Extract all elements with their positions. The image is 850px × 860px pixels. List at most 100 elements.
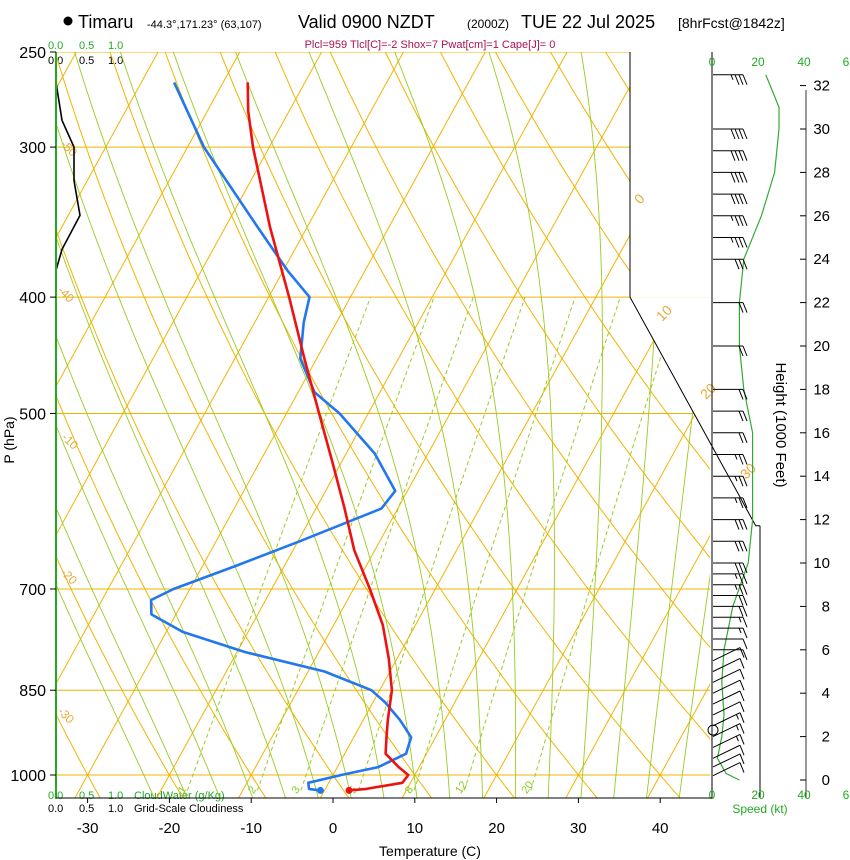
dry-adiabat (219, 52, 681, 798)
speed-tick-label-top: 20 (751, 55, 765, 69)
wind-barb-flag (742, 389, 748, 400)
pressure-tick-label: 500 (19, 407, 46, 424)
wind-barb-flag (738, 519, 744, 530)
wind-barb-half-flag (730, 215, 734, 221)
moist-adiabat (56, 334, 254, 798)
wind-barb-half-flag (734, 497, 738, 504)
wind-barb-flag (739, 753, 745, 765)
wind-barb-flag (739, 712, 745, 723)
x-tick-label: 0 (329, 820, 337, 837)
isotherm-line (565, 534, 710, 798)
speed-tick-label-bottom: 0 (709, 788, 716, 802)
wind-barb-flag (742, 432, 748, 443)
wind-barb-half-flag (734, 454, 738, 460)
dry-adiabat (384, 52, 710, 559)
wind-barb-flag (742, 128, 748, 140)
dry-adiabat (164, 52, 598, 798)
speed-axis-title: Speed (kt) (732, 802, 787, 816)
wind-barb-half-flag (734, 476, 738, 482)
wind-barb-half-flag (734, 573, 738, 580)
wind-barb-flag (734, 172, 740, 183)
wind-barb-flag (738, 454, 744, 465)
x-tick-label: 20 (488, 820, 505, 837)
height-tick-label: 4 (822, 685, 830, 702)
wind-barb-flag (738, 541, 744, 552)
height-tick-label: 32 (813, 78, 830, 95)
wind-barb-flag (742, 410, 748, 422)
wind-barb-flag (734, 150, 740, 161)
height-axis-title: Height (1000 Feet) (772, 362, 789, 487)
mixing-ratio-line (530, 296, 680, 791)
wind-barb-flag (742, 627, 748, 639)
lower-right-mask (630, 297, 712, 801)
isotherm-label: -10 (59, 430, 81, 452)
mixing-ratio-label: 12 (453, 779, 470, 796)
valid-time: Valid 0900 NZDT (298, 12, 435, 32)
wind-barb-flag (742, 345, 748, 357)
wind-barb-flag (738, 410, 744, 422)
isotherm-line (74, 52, 486, 798)
moist-adiabat (580, 52, 603, 798)
wind-barb-half-flag (730, 74, 734, 80)
wind-barb-shaft (712, 668, 741, 683)
axes: -30 -20 -10 0 10 20 30 40 250 300 400 500 700 850 1000 (10, 45, 712, 837)
wind-barb-flag (738, 237, 744, 248)
wind-barb-flag (738, 432, 744, 443)
wind-barb-shaft (712, 658, 741, 672)
cloudwater-legend: CloudWater (g/Kg) (134, 790, 225, 802)
mixing-ratio-label: 2 (246, 784, 259, 796)
wind-barb-half-flag (738, 617, 742, 623)
cloudwater-scale-1-bottom: 0.5 (79, 790, 94, 802)
cloudiness-profile (55, 52, 81, 271)
wind-barb-flag (738, 128, 744, 140)
wind-barb-flag (742, 454, 748, 465)
isotherm-line (156, 52, 568, 798)
wind-barb-half-flag (730, 237, 734, 243)
moist-adiabat (56, 506, 188, 798)
location-name: Timaru (78, 12, 133, 32)
wind-barb-flag (742, 519, 748, 530)
isotherm-label: -30 (55, 704, 77, 726)
isotherm-line (56, 52, 404, 685)
cloudiness-scale-1-bottom: 0.5 (79, 803, 94, 815)
wind-barb-flag (738, 476, 744, 487)
mixing-ratio-label: 8 (403, 784, 416, 796)
wind-barb-flag (742, 617, 748, 628)
wind-barb-shaft (712, 733, 741, 748)
wind-barb-flag (738, 259, 744, 270)
mixing-ratio-line (186, 296, 372, 791)
wind-barb-flag (742, 150, 748, 161)
moist-adiabat (308, 52, 483, 798)
moist-adiabat (119, 52, 385, 798)
wind-barb-flag (739, 723, 745, 734)
moist-adiabat (394, 52, 517, 798)
wind-barb-flag (738, 606, 744, 617)
wind-barb-flag (739, 658, 745, 669)
wind-barb-flag (730, 193, 736, 205)
wind-barb-flag (742, 573, 748, 585)
cloudwater-scale-2-bottom: 1.0 (108, 790, 123, 802)
height-tick-label: 10 (813, 555, 830, 572)
moist-adiabat (56, 424, 221, 798)
height-tick-label: 2 (822, 729, 830, 746)
wind-barb-flag (742, 172, 748, 183)
wind-barb-half-flag (735, 714, 739, 720)
surface-temperature-dot (345, 786, 353, 794)
height-tick-label: 18 (813, 381, 830, 398)
moist-adiabat (56, 583, 155, 798)
y-axis-title: P (hPa) (1, 416, 17, 463)
utc-time: (2000Z) (467, 17, 509, 31)
wind-barb-flag (734, 562, 740, 574)
speed-tick-label-top: 40 (797, 55, 811, 69)
forecast-date: TUE 22 Jul 2025 (521, 12, 655, 32)
height-tick-label: 14 (813, 468, 830, 485)
dry-adiabat (56, 53, 433, 798)
height-tick-label: 28 (813, 164, 830, 181)
wind-barb-flag (742, 259, 748, 270)
wind-barb-flag (738, 193, 744, 205)
sounding-profiles (55, 52, 413, 794)
isotherm-line (237, 52, 650, 798)
cloudiness-scale-2-bottom: 1.0 (108, 803, 123, 815)
x-tick-label: -10 (240, 820, 262, 837)
wind-barb-flag (742, 74, 748, 85)
